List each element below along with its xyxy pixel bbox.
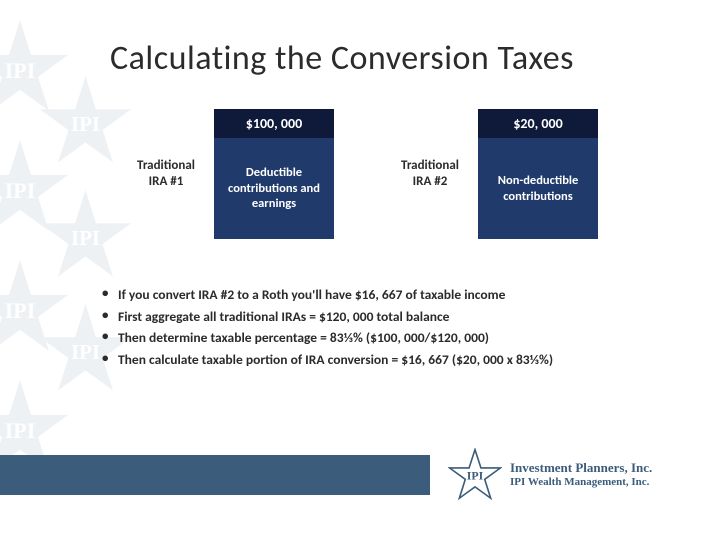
ira-boxes-row: Traditional IRA #1 $100, 000Deductible co… xyxy=(130,109,660,239)
bullet-item: If you convert IRA #2 to a Roth you'll h… xyxy=(100,284,660,306)
logo-line-2: IPI Wealth Management, Inc. xyxy=(510,476,652,489)
bullet-item: Then calculate taxable portion of IRA co… xyxy=(100,349,660,371)
logo-line-1: Investment Planners, Inc. xyxy=(510,461,652,476)
ira-box-group: Traditional IRA #1 $100, 000Deductible co… xyxy=(130,109,334,239)
svg-text:IPI: IPI xyxy=(467,468,484,482)
bullet-item: First aggregate all traditional IRAs = $… xyxy=(100,306,660,328)
ira-side-label: Traditional IRA #1 xyxy=(130,158,202,189)
logo-text: Investment Planners, Inc. IPI Wealth Man… xyxy=(510,461,652,489)
ira-box-body: Deductible contributions and earnings xyxy=(214,138,334,239)
ira-box-header: $20, 000 xyxy=(478,109,598,138)
ira-box-body: Non-deductible contributions xyxy=(478,138,598,239)
ira-box-group: Traditional IRA #2 $20, 000Non-deductible… xyxy=(394,109,598,239)
footer: IPI Investment Planners, Inc. IPI Wealth… xyxy=(0,448,720,502)
slide-title: Calculating the Conversion Taxes xyxy=(110,38,660,79)
bullet-list: If you convert IRA #2 to a Roth you'll h… xyxy=(100,284,660,370)
logo-star-icon: IPI xyxy=(448,448,502,502)
ira-box: $100, 000Deductible contributions and ea… xyxy=(214,109,334,239)
ira-box-header: $100, 000 xyxy=(214,109,334,138)
ira-box: $20, 000Non-deductible contributions xyxy=(478,109,598,239)
bullet-item: Then determine taxable percentage = 83⅓%… xyxy=(100,327,660,349)
ira-side-label: Traditional IRA #2 xyxy=(394,158,466,189)
footer-logo: IPI Investment Planners, Inc. IPI Wealth… xyxy=(448,448,652,502)
footer-bar xyxy=(0,455,430,495)
